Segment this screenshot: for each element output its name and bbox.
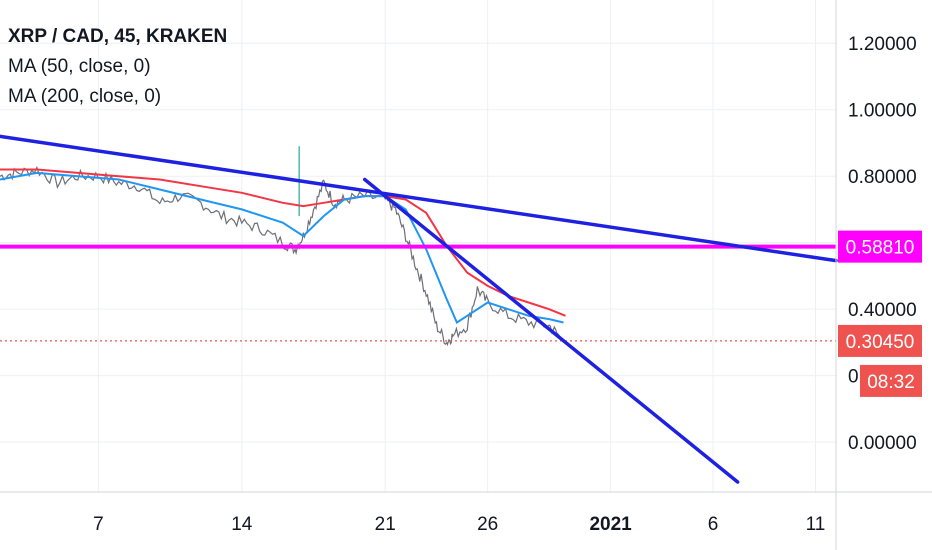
price-axis-tick-label: 1.00000 — [848, 101, 917, 122]
horizontal-level-tag — [838, 230, 922, 263]
time-axis-tick-label: 7 — [93, 514, 104, 535]
time-axis-tick-label: 21 — [375, 514, 396, 535]
chart-title[interactable]: XRP / CAD, 45, KRAKEN — [8, 26, 228, 47]
time-axis-tick-label: 14 — [231, 514, 253, 535]
time-axis-tick-label: 2021 — [589, 514, 632, 535]
horizontal-level-value: 0.58810 — [846, 238, 915, 259]
chart-legend: XRP / CAD, 45, KRAKEN MA (50, close, 0) … — [8, 22, 227, 112]
time-axis-tick-label: 26 — [477, 514, 498, 535]
price-axis-tick-label: 0.00000 — [848, 433, 917, 454]
price-axis-tick-label: 0.40000 — [848, 300, 917, 321]
bar-countdown-value: 08:32 — [867, 372, 915, 393]
chart-drawings[interactable] — [0, 134, 838, 484]
price-series-line — [0, 165, 560, 347]
current-price-value: 0.30450 — [846, 332, 915, 353]
chart-series — [0, 146, 566, 347]
ma200-indicator-label[interactable]: MA (200, close, 0) — [8, 86, 162, 107]
current-price-tag — [838, 324, 922, 357]
price-axis-tick-label: 0.80000 — [848, 167, 917, 188]
time-axis-tick-label: 6 — [708, 514, 719, 535]
bar-countdown-tag — [860, 364, 922, 397]
trendline[interactable] — [362, 177, 740, 484]
time-axis-tick-label: 11 — [806, 514, 826, 535]
price-axis-tick-label-partial: 0. — [848, 367, 864, 388]
ma50-line — [0, 171, 564, 324]
price-axis-tick-label: 1.20000 — [848, 34, 917, 55]
ma50-indicator-label[interactable]: MA (50, close, 0) — [8, 56, 151, 77]
trendline[interactable] — [0, 134, 838, 263]
